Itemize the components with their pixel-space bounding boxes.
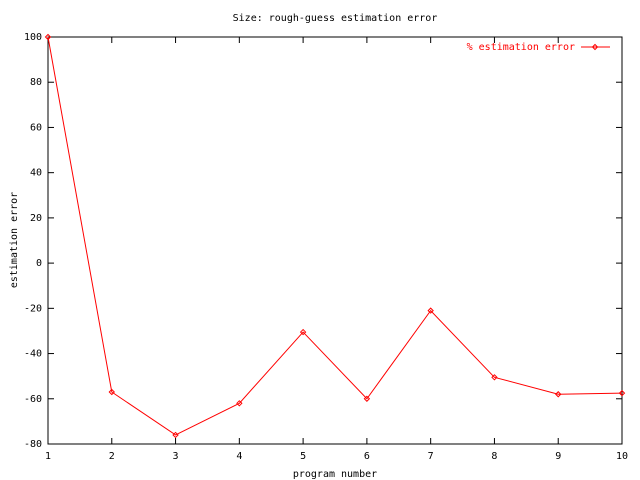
point (427, 307, 434, 314)
y-tick-label: 100 (24, 32, 42, 43)
point (108, 388, 115, 396)
point (363, 395, 371, 402)
legend-label: % estimation error (467, 42, 575, 53)
point (172, 431, 179, 439)
y-tick-label: -80 (24, 439, 42, 450)
point (491, 374, 498, 381)
point (555, 391, 562, 398)
y-axis-label: estimation error (9, 192, 20, 288)
x-tick-label: 7 (428, 451, 434, 462)
x-tick-label: 3 (173, 451, 179, 462)
x-tick-label: 5 (300, 451, 306, 462)
y-tick-label: 60 (30, 122, 42, 133)
x-tick-label: 8 (491, 451, 497, 462)
y-tick-label: 20 (30, 213, 42, 224)
point (591, 43, 599, 51)
x-tick-label: 2 (109, 451, 115, 462)
x-tick-label: 10 (616, 451, 628, 462)
point (236, 400, 243, 407)
x-tick-label: 9 (555, 451, 561, 462)
chart-title: Size: rough-guess estimation error (233, 13, 438, 24)
y-tick-label: 80 (30, 77, 42, 88)
plot-frame (47, 36, 623, 445)
point (618, 389, 626, 397)
series-line (47, 36, 623, 436)
y-tick-label: -40 (24, 349, 42, 360)
x-tick-label: 1 (45, 451, 51, 462)
x-tick-label: 4 (236, 451, 242, 462)
y-tick-label: 0 (36, 258, 42, 269)
y-tick-label: -20 (24, 303, 42, 314)
y-tick-label: -60 (24, 394, 42, 405)
point (44, 33, 52, 41)
x-tick-label: 6 (364, 451, 370, 462)
y-tick-label: 40 (30, 168, 42, 179)
point (299, 328, 307, 336)
x-axis-label: program number (293, 469, 377, 480)
